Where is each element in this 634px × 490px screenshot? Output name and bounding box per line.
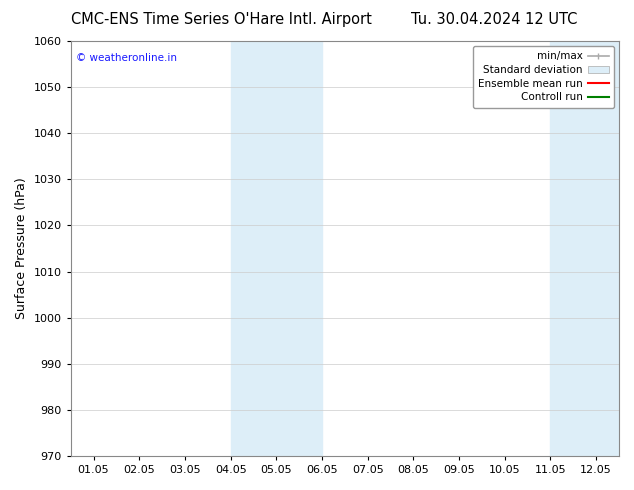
Y-axis label: Surface Pressure (hPa): Surface Pressure (hPa) [15,178,28,319]
Legend: min/max, Standard deviation, Ensemble mean run, Controll run: min/max, Standard deviation, Ensemble me… [472,46,614,108]
Text: CMC-ENS Time Series O'Hare Intl. Airport: CMC-ENS Time Series O'Hare Intl. Airport [72,12,372,27]
Bar [550,41,619,456]
Text: © weatheronline.in: © weatheronline.in [76,53,177,64]
Bar [231,41,322,456]
Text: Tu. 30.04.2024 12 UTC: Tu. 30.04.2024 12 UTC [411,12,578,27]
